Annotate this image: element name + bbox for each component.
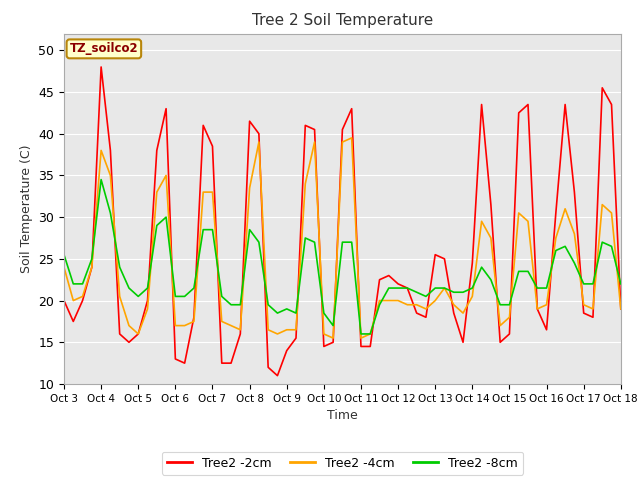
Tree2 -2cm — [617, 306, 625, 312]
Tree2 -2cm — [274, 373, 282, 379]
Tree2 -8cm — [413, 289, 420, 295]
Title: Tree 2 Soil Temperature: Tree 2 Soil Temperature — [252, 13, 433, 28]
Tree2 -4cm — [60, 264, 68, 270]
Tree2 -2cm — [264, 364, 272, 370]
Tree2 -2cm — [60, 298, 68, 303]
Tree2 -8cm — [617, 281, 625, 287]
Tree2 -4cm — [376, 298, 383, 303]
Line: Tree2 -8cm: Tree2 -8cm — [64, 180, 621, 334]
Line: Tree2 -2cm: Tree2 -2cm — [64, 67, 621, 376]
Tree2 -2cm — [413, 310, 420, 316]
Tree2 -8cm — [97, 177, 105, 182]
Tree2 -4cm — [348, 135, 356, 141]
Text: TZ_soilco2: TZ_soilco2 — [70, 42, 138, 55]
Line: Tree2 -4cm: Tree2 -4cm — [64, 138, 621, 338]
Tree2 -4cm — [190, 319, 198, 324]
Tree2 -8cm — [376, 302, 383, 308]
Tree2 -2cm — [97, 64, 105, 70]
Tree2 -8cm — [561, 243, 569, 249]
Tree2 -8cm — [60, 252, 68, 258]
Legend: Tree2 -2cm, Tree2 -4cm, Tree2 -8cm: Tree2 -2cm, Tree2 -4cm, Tree2 -8cm — [162, 452, 523, 475]
Tree2 -8cm — [357, 331, 365, 337]
Tree2 -4cm — [561, 206, 569, 212]
Tree2 -4cm — [413, 302, 420, 308]
Tree2 -8cm — [180, 293, 188, 300]
Tree2 -2cm — [200, 122, 207, 128]
Tree2 -4cm — [172, 323, 179, 328]
Tree2 -4cm — [617, 306, 625, 312]
Tree2 -2cm — [376, 277, 383, 283]
X-axis label: Time: Time — [327, 409, 358, 422]
Tree2 -4cm — [330, 335, 337, 341]
Tree2 -2cm — [561, 102, 569, 108]
Tree2 -8cm — [200, 227, 207, 232]
Y-axis label: Soil Temperature (C): Soil Temperature (C) — [20, 144, 33, 273]
Tree2 -2cm — [180, 360, 188, 366]
Tree2 -8cm — [264, 302, 272, 308]
Tree2 -4cm — [255, 139, 263, 145]
